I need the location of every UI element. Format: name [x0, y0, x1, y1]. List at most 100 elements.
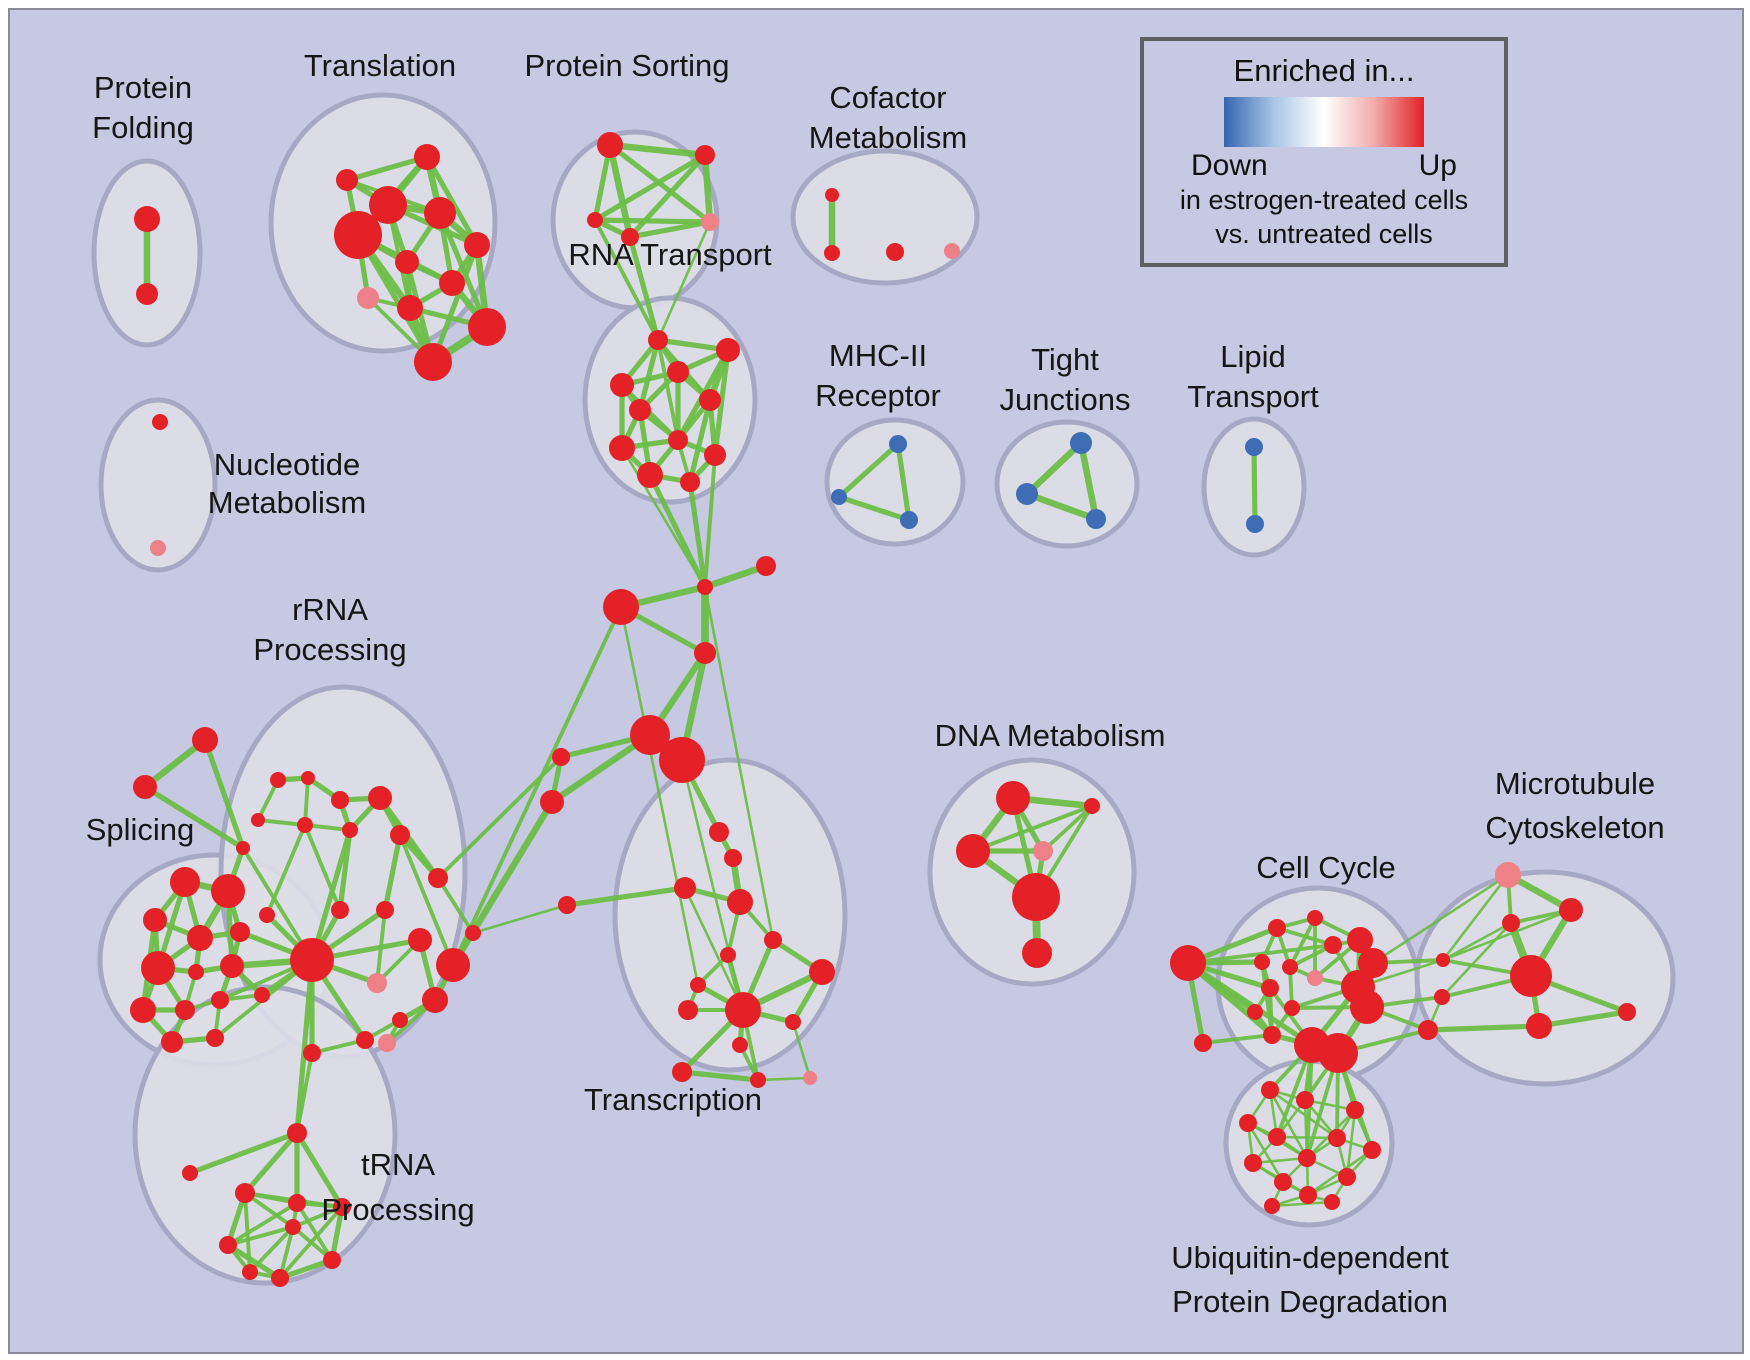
- gene-set-node-17[interactable]: [621, 228, 639, 246]
- gene-set-node-105[interactable]: [886, 243, 904, 261]
- gene-set-node-130[interactable]: [1261, 979, 1279, 997]
- gene-set-node-101[interactable]: [271, 1269, 289, 1287]
- gene-set-node-146[interactable]: [1502, 914, 1520, 932]
- gene-set-node-61[interactable]: [230, 922, 250, 942]
- gene-set-node-138[interactable]: [1350, 990, 1384, 1024]
- gene-set-node-38[interactable]: [709, 822, 729, 842]
- gene-set-node-23[interactable]: [699, 389, 721, 411]
- gene-set-node-161[interactable]: [1299, 1186, 1317, 1204]
- gene-set-node-65[interactable]: [130, 997, 156, 1023]
- gene-set-node-82[interactable]: [428, 868, 448, 888]
- gene-set-node-56[interactable]: [236, 841, 250, 855]
- gene-set-node-126[interactable]: [1307, 910, 1323, 926]
- gene-set-node-35[interactable]: [659, 737, 705, 783]
- gene-set-node-149[interactable]: [1618, 1003, 1636, 1021]
- gene-set-node-99[interactable]: [285, 1219, 301, 1235]
- gene-set-node-9[interactable]: [439, 270, 465, 296]
- gene-set-node-124[interactable]: [1194, 1034, 1212, 1052]
- gene-set-node-44[interactable]: [720, 947, 736, 963]
- gene-set-node-111[interactable]: [1016, 483, 1038, 505]
- gene-set-node-116[interactable]: [150, 540, 166, 556]
- gene-set-node-68[interactable]: [254, 987, 270, 1003]
- gene-set-node-31[interactable]: [756, 556, 776, 576]
- gene-set-node-100[interactable]: [323, 1251, 341, 1269]
- gene-set-node-160[interactable]: [1338, 1168, 1356, 1186]
- gene-set-node-96[interactable]: [288, 1194, 306, 1212]
- gene-set-node-42[interactable]: [558, 896, 576, 914]
- gene-set-node-22[interactable]: [667, 361, 689, 383]
- gene-set-node-20[interactable]: [716, 338, 740, 362]
- gene-set-node-70[interactable]: [206, 1029, 224, 1047]
- gene-set-node-59[interactable]: [143, 908, 167, 932]
- gene-set-node-103[interactable]: [825, 188, 839, 202]
- gene-set-node-123[interactable]: [1170, 945, 1206, 981]
- gene-set-node-54[interactable]: [192, 727, 218, 753]
- gene-set-node-142[interactable]: [1434, 989, 1450, 1005]
- gene-set-node-162[interactable]: [1324, 1194, 1340, 1210]
- gene-set-node-48[interactable]: [785, 1014, 801, 1030]
- gene-set-node-27[interactable]: [704, 444, 726, 466]
- gene-set-node-19[interactable]: [648, 330, 668, 350]
- gene-set-node-13[interactable]: [414, 343, 452, 381]
- gene-set-node-46[interactable]: [690, 977, 706, 993]
- gene-set-node-159[interactable]: [1274, 1173, 1292, 1191]
- gene-set-node-131[interactable]: [1247, 1004, 1263, 1020]
- gene-set-node-122[interactable]: [1022, 938, 1052, 968]
- gene-set-node-45[interactable]: [809, 959, 835, 985]
- gene-set-node-73[interactable]: [331, 791, 349, 809]
- gene-set-node-108[interactable]: [831, 489, 847, 505]
- gene-set-node-158[interactable]: [1298, 1149, 1316, 1167]
- gene-set-node-94[interactable]: [182, 1165, 198, 1181]
- gene-set-node-129[interactable]: [1307, 970, 1323, 986]
- gene-set-node-140[interactable]: [1318, 1033, 1358, 1073]
- gene-set-node-49[interactable]: [732, 1037, 748, 1053]
- gene-set-node-55[interactable]: [133, 775, 157, 799]
- gene-set-node-152[interactable]: [1346, 1101, 1364, 1119]
- gene-set-node-157[interactable]: [1244, 1154, 1262, 1172]
- gene-set-node-10[interactable]: [357, 287, 379, 309]
- gene-set-node-3[interactable]: [414, 144, 440, 170]
- gene-set-node-76[interactable]: [297, 817, 313, 833]
- gene-set-node-163[interactable]: [1264, 1198, 1280, 1214]
- gene-set-node-33[interactable]: [694, 642, 716, 664]
- gene-set-node-39[interactable]: [724, 849, 742, 867]
- gene-set-node-64[interactable]: [220, 954, 244, 978]
- gene-set-node-134[interactable]: [1347, 927, 1373, 953]
- gene-set-node-114[interactable]: [1246, 515, 1264, 533]
- gene-set-node-156[interactable]: [1363, 1141, 1381, 1159]
- gene-set-node-89[interactable]: [392, 1012, 408, 1028]
- gene-set-node-84[interactable]: [367, 973, 387, 993]
- gene-set-node-40[interactable]: [674, 877, 696, 899]
- gene-set-node-148[interactable]: [1526, 1013, 1552, 1039]
- gene-set-node-109[interactable]: [900, 511, 918, 529]
- gene-set-node-135[interactable]: [1324, 936, 1342, 954]
- gene-set-node-25[interactable]: [609, 435, 635, 461]
- gene-set-node-63[interactable]: [188, 964, 204, 980]
- gene-set-node-67[interactable]: [211, 991, 229, 1009]
- gene-set-node-153[interactable]: [1239, 1114, 1257, 1132]
- gene-set-node-43[interactable]: [764, 931, 782, 949]
- gene-set-node-52[interactable]: [750, 1072, 766, 1088]
- gene-set-node-107[interactable]: [889, 435, 907, 453]
- gene-set-node-2[interactable]: [336, 169, 358, 191]
- gene-set-node-75[interactable]: [251, 813, 265, 827]
- gene-set-node-12[interactable]: [468, 308, 506, 346]
- gene-set-node-0[interactable]: [134, 206, 160, 232]
- gene-set-node-136[interactable]: [1358, 948, 1388, 978]
- gene-set-node-115[interactable]: [152, 414, 168, 430]
- gene-set-node-11[interactable]: [397, 295, 423, 321]
- gene-set-node-155[interactable]: [1328, 1129, 1346, 1147]
- gene-set-node-14[interactable]: [597, 132, 623, 158]
- gene-set-node-36[interactable]: [552, 748, 570, 766]
- gene-set-node-147[interactable]: [1510, 955, 1552, 997]
- gene-set-node-83[interactable]: [290, 938, 334, 982]
- gene-set-node-24[interactable]: [629, 399, 651, 421]
- gene-set-node-118[interactable]: [1084, 798, 1100, 814]
- gene-set-node-47[interactable]: [725, 992, 761, 1028]
- gene-set-node-112[interactable]: [1086, 509, 1106, 529]
- gene-set-node-79[interactable]: [259, 907, 275, 923]
- gene-set-node-110[interactable]: [1070, 432, 1092, 454]
- gene-set-node-78[interactable]: [390, 825, 410, 845]
- gene-set-node-28[interactable]: [637, 462, 663, 488]
- gene-set-node-85[interactable]: [436, 948, 470, 982]
